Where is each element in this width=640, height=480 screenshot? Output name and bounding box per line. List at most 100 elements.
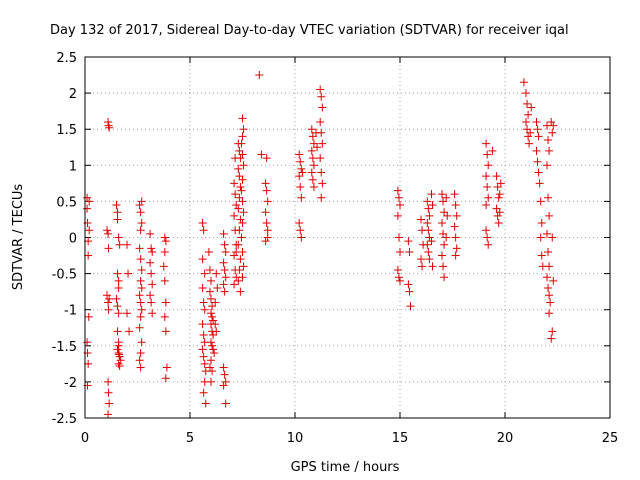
data-point-marker bbox=[85, 226, 94, 235]
data-point-marker bbox=[527, 103, 536, 112]
data-point-marker bbox=[442, 193, 451, 202]
data-point-marker bbox=[423, 197, 432, 206]
data-point-marker bbox=[417, 215, 425, 224]
x-tick-label: 15 bbox=[392, 431, 409, 446]
data-point-marker bbox=[547, 117, 556, 126]
data-point-marker bbox=[524, 132, 533, 141]
data-point-marker bbox=[543, 161, 551, 170]
data-point-marker bbox=[113, 215, 122, 224]
data-point-marker bbox=[262, 154, 271, 163]
data-point-marker bbox=[221, 399, 230, 408]
y-tick-label: 1.5 bbox=[56, 123, 77, 138]
data-point-marker bbox=[105, 399, 114, 408]
data-point-marker bbox=[204, 247, 213, 256]
data-point-marker bbox=[135, 291, 144, 300]
x-tick-label: 10 bbox=[287, 431, 304, 446]
data-point-marker bbox=[135, 201, 144, 210]
data-point-marker bbox=[205, 363, 214, 372]
data-point-marker bbox=[257, 150, 266, 159]
data-point-marker bbox=[307, 168, 316, 177]
data-point-marker bbox=[238, 150, 247, 159]
data-point-marker bbox=[236, 255, 245, 264]
data-point-marker bbox=[104, 244, 113, 253]
data-point-marker bbox=[83, 193, 92, 202]
x-tick-label: 0 bbox=[81, 431, 89, 446]
data-point-marker bbox=[221, 247, 230, 256]
data-point-marker bbox=[496, 179, 505, 188]
data-point-marker bbox=[116, 356, 125, 365]
data-point-marker bbox=[211, 298, 220, 307]
data-point-marker bbox=[146, 291, 155, 300]
data-point-marker bbox=[125, 327, 134, 336]
data-point-marker bbox=[483, 233, 492, 242]
data-point-marker bbox=[115, 352, 124, 361]
data-point-marker bbox=[200, 359, 209, 368]
data-point-marker bbox=[113, 269, 122, 278]
data-point-marker bbox=[438, 251, 446, 260]
data-point-marker bbox=[234, 276, 243, 285]
data-point-marker bbox=[522, 89, 530, 98]
data-point-marker bbox=[549, 276, 558, 285]
data-point-marker bbox=[495, 190, 504, 199]
data-point-marker bbox=[262, 186, 271, 195]
data-point-marker bbox=[534, 132, 543, 141]
data-point-marker bbox=[451, 251, 460, 260]
data-point-marker bbox=[123, 240, 131, 249]
data-point-marker bbox=[147, 269, 156, 278]
data-point-marker bbox=[104, 305, 113, 314]
data-point-marker bbox=[237, 139, 246, 148]
data-point-marker bbox=[482, 201, 491, 210]
data-point-marker bbox=[161, 327, 170, 336]
data-point-marker bbox=[524, 110, 533, 119]
data-point-marker bbox=[443, 211, 452, 220]
data-point-marker bbox=[396, 247, 404, 256]
data-point-marker bbox=[161, 374, 170, 383]
data-point-marker bbox=[262, 219, 271, 228]
data-point-marker bbox=[494, 219, 503, 228]
data-point-marker bbox=[234, 240, 243, 249]
data-point-marker bbox=[148, 309, 157, 318]
data-point-marker bbox=[114, 359, 123, 368]
data-point-marker bbox=[394, 233, 403, 242]
data-point-marker bbox=[219, 363, 228, 372]
data-point-marker bbox=[104, 388, 113, 397]
data-point-marker bbox=[255, 71, 264, 80]
data-point-marker bbox=[234, 164, 243, 173]
data-point-marker bbox=[199, 330, 208, 339]
data-point-marker bbox=[85, 197, 94, 206]
data-point-marker bbox=[442, 233, 451, 242]
data-point-marker bbox=[519, 78, 528, 87]
y-tick-label: -2 bbox=[64, 376, 77, 391]
data-point-marker bbox=[210, 349, 219, 358]
y-tick-label: 1 bbox=[69, 159, 77, 174]
data-point-marker bbox=[200, 269, 209, 278]
data-point-marker bbox=[114, 233, 123, 242]
data-point-marker bbox=[396, 276, 404, 285]
data-point-marker bbox=[545, 262, 554, 271]
data-point-marker bbox=[159, 262, 168, 271]
data-point-marker bbox=[220, 287, 229, 296]
data-point-marker bbox=[105, 294, 114, 303]
data-point-marker bbox=[451, 201, 460, 210]
data-point-marker bbox=[535, 179, 544, 188]
data-point-marker bbox=[230, 251, 239, 260]
data-point-marker bbox=[135, 356, 144, 365]
data-point-marker bbox=[404, 237, 413, 246]
data-point-marker bbox=[136, 349, 145, 358]
data-point-marker bbox=[201, 399, 210, 408]
data-point-marker bbox=[137, 284, 146, 293]
data-point-marker bbox=[205, 287, 214, 296]
data-point-marker bbox=[238, 132, 247, 141]
data-point-marker bbox=[105, 123, 114, 132]
data-point-marker bbox=[495, 208, 504, 217]
data-point-marker bbox=[451, 233, 460, 242]
data-point-marker bbox=[239, 208, 248, 217]
data-point-marker bbox=[237, 233, 246, 242]
data-point-marker bbox=[493, 211, 502, 220]
data-point-marker bbox=[219, 280, 228, 289]
data-point-marker bbox=[199, 352, 208, 361]
data-point-marker bbox=[484, 240, 493, 249]
plot-area-border bbox=[84, 56, 611, 419]
data-point-marker bbox=[296, 226, 305, 235]
